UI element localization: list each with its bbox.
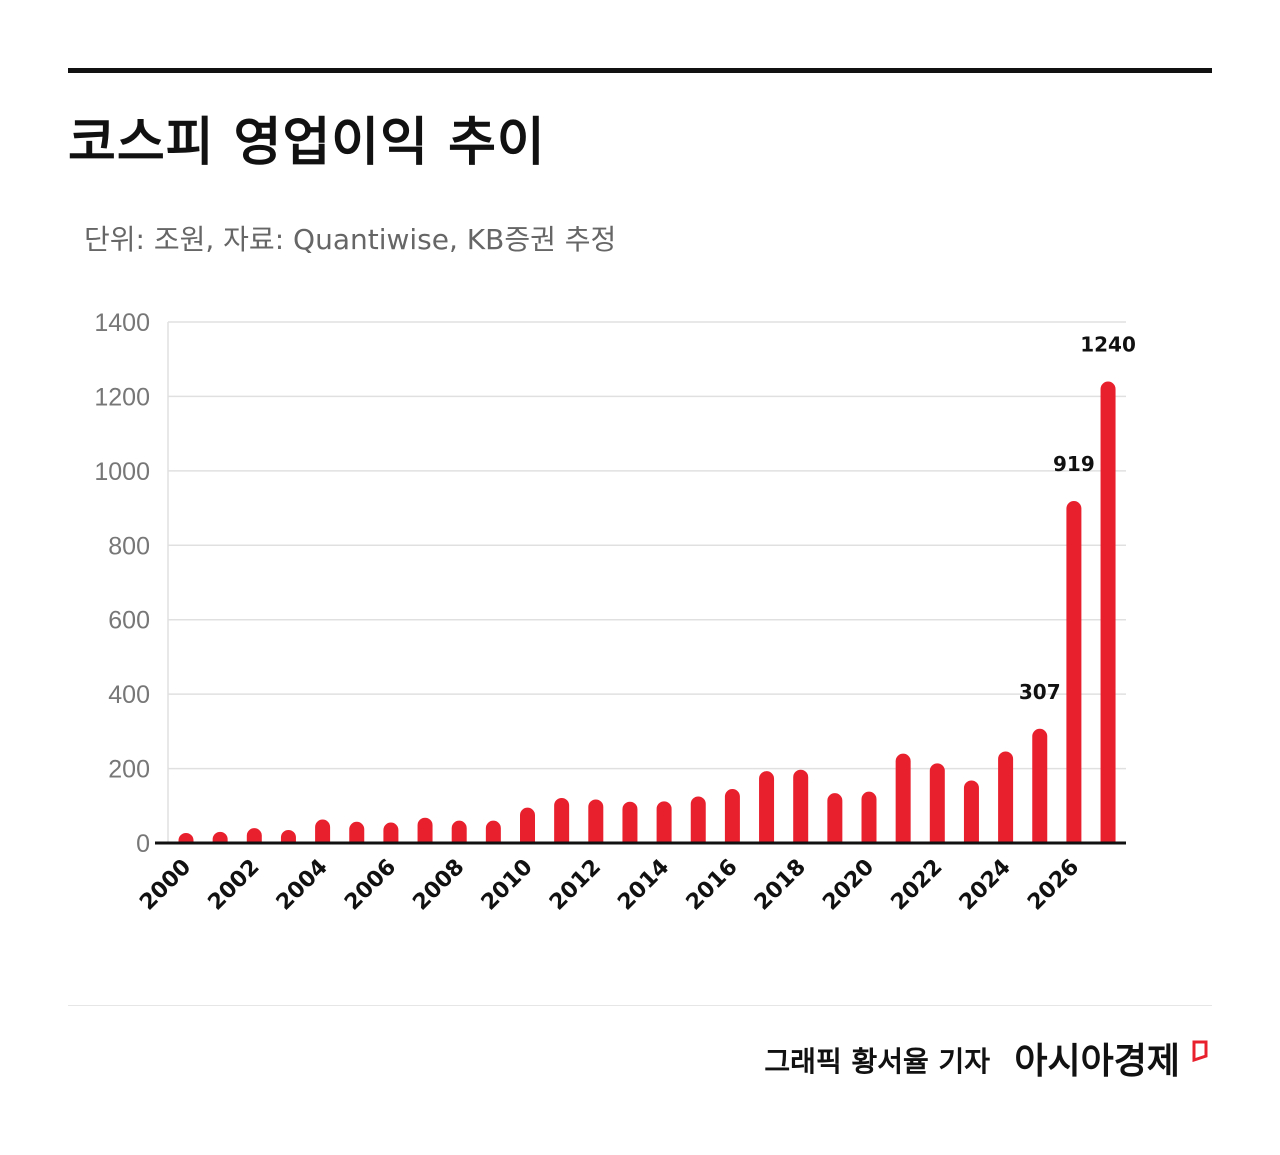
chart-subtitle: 단위: 조원, 자료: Quantiwise, KB증권 추정 <box>84 223 617 256</box>
data-label: 1240 <box>1080 333 1136 357</box>
bar-2007 <box>417 817 433 843</box>
bar-2004 <box>315 819 331 843</box>
bar-2009 <box>485 820 501 843</box>
y-axis-ticks: 0 200 400 600 800 1000 1200 1400 <box>94 309 150 858</box>
bar-2024 <box>998 751 1014 843</box>
bar-2023 <box>963 780 979 843</box>
brand-mark-icon <box>1192 1040 1208 1062</box>
y-tick-label: 0 <box>136 830 150 858</box>
bar-2002 <box>246 828 262 843</box>
bar-2001 <box>212 831 228 843</box>
y-tick-label: 400 <box>108 681 150 709</box>
bar-2011 <box>554 797 570 843</box>
bar-2014 <box>656 801 672 843</box>
bar-2018 <box>793 769 809 843</box>
x-axis-ticks: 2000 2002 2004 2006 2008 2010 2012 2014 2016 2018… <box>135 855 1084 916</box>
bar-2003 <box>280 829 296 843</box>
data-labels: 307 919 1240 <box>1019 333 1136 704</box>
footer-rule <box>68 1005 1212 1006</box>
brand-logo-text: 아시아경제 <box>1014 1041 1180 1082</box>
bar-2010 <box>520 807 535 843</box>
bar-2005 <box>349 821 365 843</box>
bar-2012 <box>588 799 604 843</box>
x-tick-label: 2022 <box>887 855 948 916</box>
bars <box>178 381 1116 843</box>
x-tick-label: 2002 <box>204 855 265 916</box>
page-title: 코스피 영업이익 추이 <box>68 113 546 173</box>
bar-2000 <box>178 832 194 843</box>
bar-2019 <box>827 793 843 843</box>
bar-2013 <box>622 801 638 843</box>
x-tick-label: 2000 <box>135 855 196 916</box>
bar-2021 <box>895 753 911 843</box>
grid-lines <box>168 321 1126 770</box>
bar-2006 <box>383 822 399 843</box>
bar-2026 <box>1066 501 1082 843</box>
y-tick-label: 200 <box>108 756 150 784</box>
x-tick-label: 2010 <box>477 855 538 916</box>
x-tick-label: 2016 <box>682 855 743 916</box>
bar-2020 <box>861 791 877 843</box>
bar-2025 <box>1032 728 1048 843</box>
x-tick-label: 2020 <box>818 855 879 916</box>
data-label: 919 <box>1053 452 1095 476</box>
bar-2015 <box>690 796 706 843</box>
bar-2022 <box>929 763 945 843</box>
y-tick-label: 1400 <box>94 309 150 337</box>
graphic-credit: 그래픽 황서율 기자 <box>764 1045 990 1078</box>
bar-2017 <box>759 771 775 843</box>
bar-2008 <box>451 820 467 843</box>
bar-2016 <box>724 789 740 843</box>
x-tick-label: 2006 <box>340 855 401 916</box>
data-label: 307 <box>1019 680 1061 704</box>
x-tick-label: 2012 <box>545 855 606 916</box>
bar-2027 <box>1100 381 1116 843</box>
top-rule <box>68 68 1212 73</box>
x-tick-label: 2004 <box>272 855 333 916</box>
y-tick-label: 600 <box>108 607 150 635</box>
x-tick-label: 2024 <box>955 855 1016 916</box>
y-tick-label: 800 <box>108 532 150 560</box>
x-tick-label: 2014 <box>613 855 674 916</box>
y-tick-label: 1200 <box>94 383 150 411</box>
x-tick-label: 2008 <box>408 855 469 916</box>
x-tick-label: 2026 <box>1023 855 1084 916</box>
x-tick-label: 2018 <box>750 855 811 916</box>
y-tick-label: 1000 <box>94 458 150 486</box>
